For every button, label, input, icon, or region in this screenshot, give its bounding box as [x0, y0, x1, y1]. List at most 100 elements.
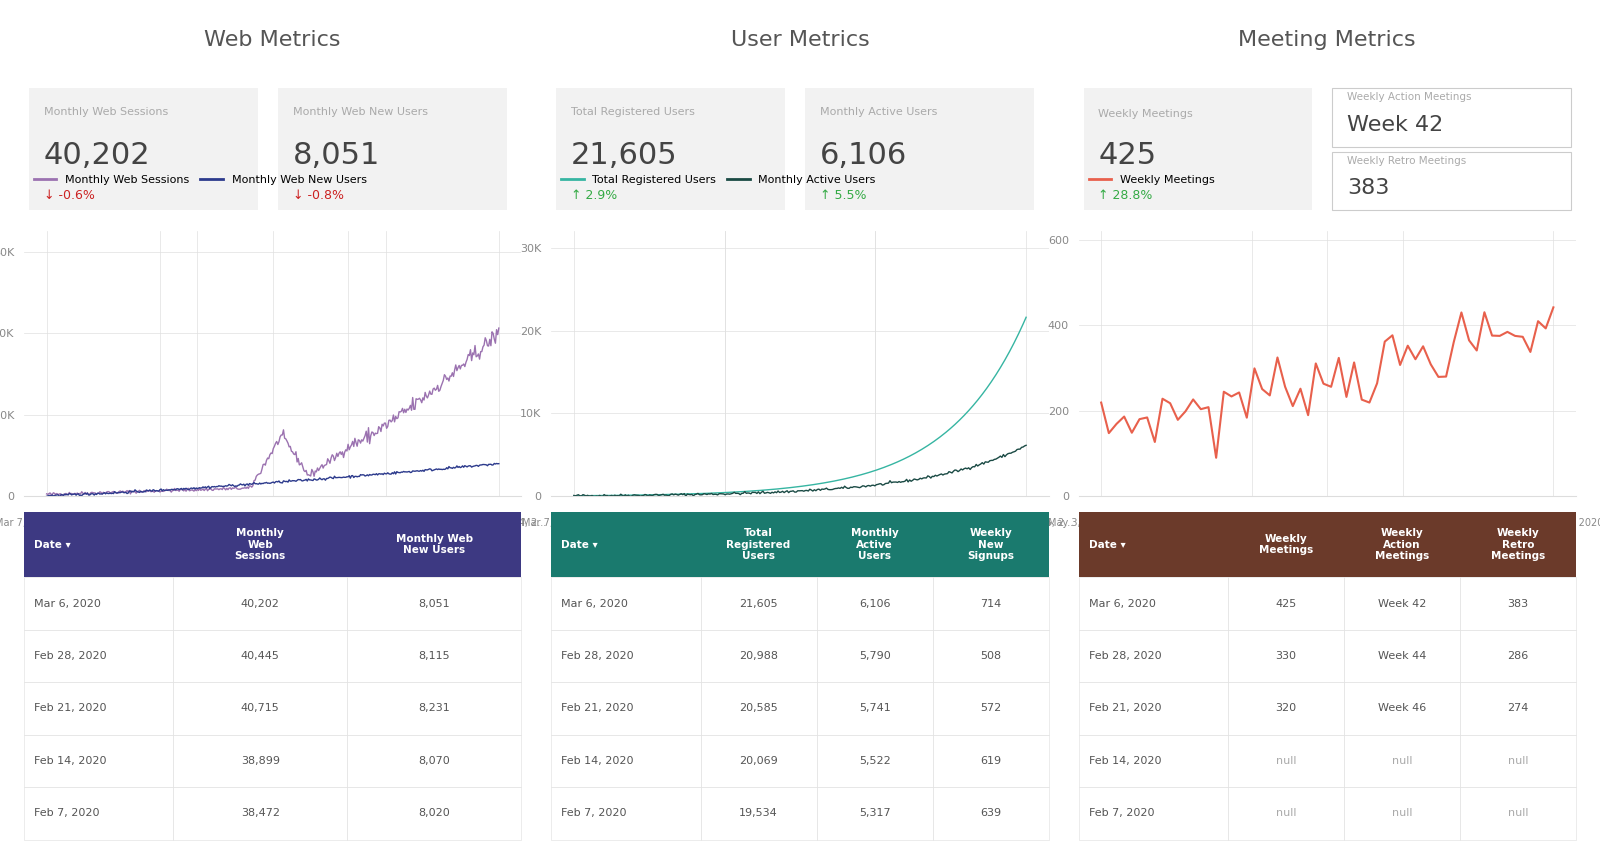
- Text: 20,069: 20,069: [739, 756, 778, 766]
- Text: null: null: [1275, 756, 1296, 766]
- Bar: [24, 683, 173, 734]
- Bar: [1459, 787, 1576, 840]
- Bar: [552, 577, 701, 630]
- Text: Feb 21, 2020: Feb 21, 2020: [1088, 704, 1162, 713]
- FancyBboxPatch shape: [1333, 88, 1571, 147]
- Text: 286: 286: [1507, 651, 1528, 661]
- Text: null: null: [1392, 756, 1413, 766]
- Bar: [24, 577, 173, 630]
- Bar: [173, 630, 347, 683]
- Text: 5,790: 5,790: [859, 651, 891, 661]
- Text: Feb 28, 2020: Feb 28, 2020: [1088, 651, 1162, 661]
- Bar: [552, 734, 701, 787]
- Text: 8,115: 8,115: [419, 651, 450, 661]
- Text: 619: 619: [981, 756, 1002, 766]
- Bar: [24, 512, 173, 577]
- Text: Jan 6, 2020: Jan 6, 2020: [1549, 517, 1600, 527]
- Bar: [1459, 734, 1576, 787]
- Legend: Total Registered Users, Monthly Active Users: Total Registered Users, Monthly Active U…: [557, 170, 880, 189]
- Text: Sep 4, 2019: Sep 4, 2019: [1298, 517, 1357, 527]
- Bar: [933, 683, 1048, 734]
- Text: null: null: [1507, 756, 1528, 766]
- Bar: [1078, 734, 1227, 787]
- Bar: [816, 577, 933, 630]
- Bar: [1078, 683, 1227, 734]
- Bar: [1344, 683, 1459, 734]
- Text: Feb 14, 2020: Feb 14, 2020: [34, 756, 107, 766]
- Bar: [1227, 787, 1344, 840]
- Text: Date ▾: Date ▾: [562, 539, 598, 550]
- Text: 274: 274: [1507, 704, 1528, 713]
- Text: Mar 6, 2020: Mar 6, 2020: [562, 599, 629, 609]
- Text: 40,445: 40,445: [242, 651, 280, 661]
- Text: 38,472: 38,472: [240, 808, 280, 818]
- Text: Nov 4, 2018: Nov 4, 2018: [326, 517, 386, 527]
- Text: 21,605: 21,605: [739, 599, 778, 609]
- Bar: [24, 734, 173, 787]
- Text: Mar 6, 2020: Mar 6, 2020: [34, 599, 101, 609]
- Bar: [1459, 512, 1576, 577]
- Bar: [173, 683, 347, 734]
- Text: 5,741: 5,741: [859, 704, 891, 713]
- Bar: [347, 787, 522, 840]
- Text: 714: 714: [981, 599, 1002, 609]
- Text: Feb 7, 2020: Feb 7, 2020: [1088, 808, 1154, 818]
- Bar: [701, 683, 816, 734]
- Text: 383: 383: [1507, 599, 1528, 609]
- Bar: [701, 787, 816, 840]
- Text: Week 44: Week 44: [1378, 651, 1426, 661]
- Text: Dec 24, 2016: Dec 24, 2016: [685, 544, 750, 554]
- Bar: [1459, 577, 1576, 630]
- Bar: [347, 734, 522, 787]
- Text: Weekly
New
Signups: Weekly New Signups: [966, 528, 1014, 561]
- Text: Feb 7, 2020: Feb 7, 2020: [34, 808, 99, 818]
- Bar: [173, 787, 347, 840]
- Text: Feb 21, 2020: Feb 21, 2020: [562, 704, 634, 713]
- Legend: Weekly Meetings: Weekly Meetings: [1085, 170, 1219, 189]
- Bar: [701, 734, 816, 787]
- Text: 8,051: 8,051: [419, 599, 450, 609]
- Bar: [1078, 787, 1227, 840]
- Text: 572: 572: [981, 704, 1002, 713]
- Text: Feb 7, 2020: Feb 7, 2020: [562, 808, 627, 818]
- Bar: [933, 734, 1048, 787]
- Text: Week 46: Week 46: [1378, 704, 1426, 713]
- Text: Nov 5, 2019: Nov 5, 2019: [1381, 544, 1440, 554]
- Bar: [552, 683, 701, 734]
- Text: Total
Registered
Users: Total Registered Users: [726, 528, 790, 561]
- Bar: [1078, 630, 1227, 683]
- Text: Mar 6, 2...: Mar 6, 2...: [1024, 517, 1074, 527]
- Text: 8,020: 8,020: [419, 808, 450, 818]
- Text: Date ▾: Date ▾: [34, 539, 70, 550]
- Bar: [347, 577, 522, 630]
- Text: Jul 5, 2019: Jul 5, 2019: [371, 544, 422, 554]
- Text: 6,106: 6,106: [859, 599, 890, 609]
- Bar: [701, 577, 816, 630]
- Text: ↑ 5.5%: ↑ 5.5%: [819, 189, 866, 202]
- FancyBboxPatch shape: [278, 88, 507, 210]
- Text: Mar 4, 2...: Mar 4, 2...: [498, 517, 546, 527]
- Bar: [933, 512, 1048, 577]
- Text: Mar 6, 2020: Mar 6, 2020: [1088, 599, 1155, 609]
- Text: 639: 639: [981, 808, 1002, 818]
- Text: Weekly
Action
Meetings: Weekly Action Meetings: [1374, 528, 1429, 561]
- Text: Weekly
Retro
Meetings: Weekly Retro Meetings: [1491, 528, 1546, 561]
- Legend: Monthly Web Sessions, Monthly Web New Users: Monthly Web Sessions, Monthly Web New Us…: [29, 170, 371, 189]
- Text: null: null: [1392, 808, 1413, 818]
- Text: Jul 6, 2017: Jul 6, 2017: [163, 517, 216, 527]
- Text: 19,534: 19,534: [739, 808, 778, 818]
- Bar: [1344, 577, 1459, 630]
- Bar: [347, 630, 522, 683]
- Bar: [933, 577, 1048, 630]
- Text: Mar 7, 2016: Mar 7, 2016: [0, 517, 53, 527]
- Text: Meeting Metrics: Meeting Metrics: [1238, 30, 1416, 50]
- Text: Mar 7, 2016: Mar 7, 2016: [522, 517, 581, 527]
- Bar: [347, 683, 522, 734]
- Bar: [173, 512, 347, 577]
- Text: 8,231: 8,231: [419, 704, 450, 713]
- Bar: [1227, 512, 1344, 577]
- Text: 20,988: 20,988: [739, 651, 778, 661]
- Bar: [701, 630, 816, 683]
- Bar: [24, 787, 173, 840]
- Bar: [816, 512, 933, 577]
